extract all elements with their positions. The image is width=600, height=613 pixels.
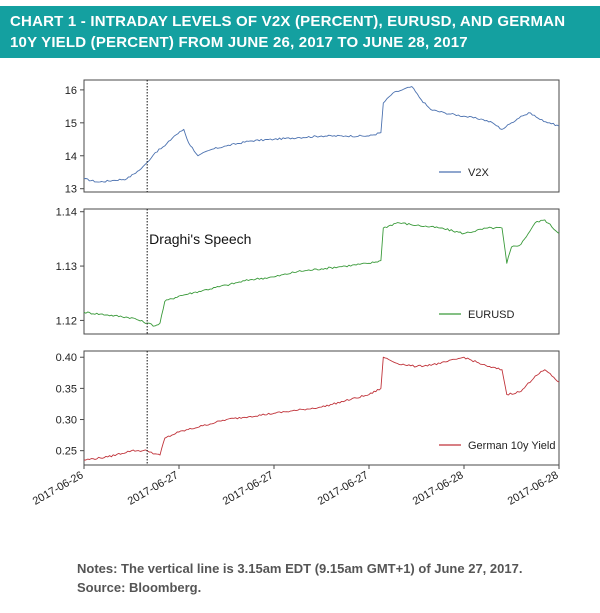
y-tick-label: 0.35 — [56, 383, 77, 395]
y-tick-label: 0.25 — [56, 446, 77, 458]
chart-figure: 13 14 15 16 V2X 1.12 1.13 1.14 EURUSD 0.25 0.30 0.3… — [31, 79, 561, 508]
y-tick-label: 14 — [65, 151, 77, 163]
german-10y-yield-series-line — [84, 356, 560, 461]
y-tick-label: 0.30 — [56, 415, 77, 427]
chart-title-line-2: 10Y YIELD (PERCENT) FROM JUNE 26, 2017 T… — [10, 34, 468, 51]
chart-title-banner: CHART 1 - INTRADAY LEVELS OF V2X (PERCEN… — [0, 6, 600, 58]
v2x-legend-label: V2X — [468, 167, 489, 179]
event-line-label: Draghi's Speech — [149, 231, 251, 247]
y-tick-label: 1.14 — [56, 207, 77, 219]
eurusd-legend-label: EURUSD — [468, 309, 515, 321]
v2x-panel: 13 14 15 16 V2X — [65, 79, 560, 196]
eurusd-plot-frame — [83, 208, 560, 335]
y-tick-label: 1.12 — [56, 315, 77, 327]
german-10y-yield-panel: 0.25 0.30 0.35 0.40 German 10y Yield — [56, 350, 560, 466]
x-tick-label: 2017-06-28 — [411, 469, 466, 508]
chart-notes: Notes: The vertical line is 3.15am EDT (… — [77, 559, 577, 597]
x-tick-label: 2017-06-27 — [316, 469, 371, 508]
eurusd-series-line — [83, 219, 560, 327]
x-tick-label: 2017-06-27 — [126, 469, 181, 508]
x-tick-label: 2017-06-27 — [221, 469, 276, 508]
y-tick-label: 1.13 — [56, 261, 77, 273]
y-tick-label: 13 — [65, 184, 77, 196]
notes-line: Notes: The vertical line is 3.15am EDT (… — [77, 561, 523, 576]
v2x-series-line — [83, 86, 560, 183]
y-tick-label: 0.40 — [56, 352, 77, 364]
german-10y-yield-plot-frame — [83, 350, 560, 466]
y-tick-label: 16 — [65, 85, 77, 97]
x-tick-label: 2017-06-26 — [31, 469, 86, 508]
eurusd-panel: 1.12 1.13 1.14 EURUSD — [56, 207, 560, 335]
source-line: Source: Bloomberg. — [77, 580, 202, 595]
x-tick-label: 2017-06-28 — [506, 469, 561, 508]
german-10y-yield-legend-label: German 10y Yield — [468, 440, 555, 452]
chart-title-line-1: CHART 1 - INTRADAY LEVELS OF V2X (PERCEN… — [10, 13, 566, 30]
y-tick-label: 15 — [65, 118, 77, 130]
